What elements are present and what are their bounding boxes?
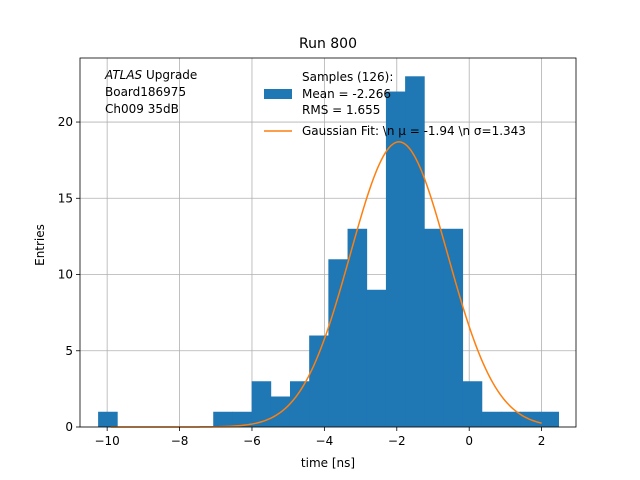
annotation-line-2: Board186975 [105, 85, 186, 99]
histogram-bar [385, 91, 406, 427]
histogram-bar [462, 381, 483, 427]
histogram-bar [443, 228, 464, 427]
y-axis-label: Entries [33, 224, 47, 266]
histogram-bar [481, 411, 502, 427]
y-tick-label: 0 [65, 420, 73, 434]
x-tick-label: −6 [243, 434, 261, 448]
legend-fit-label: Gaussian Fit: \n μ = -1.94 \n σ=1.343 [302, 124, 526, 138]
histogram-bars [98, 76, 560, 428]
histogram-bar [289, 381, 310, 427]
x-tick-label: −10 [94, 434, 119, 448]
x-tick-label: 0 [465, 434, 473, 448]
annotation-line-1: ATLAS Upgrade [104, 68, 197, 82]
histogram-bar [366, 289, 387, 427]
legend-hist-line-2: Mean = -2.266 [302, 87, 391, 101]
x-tick-label: −4 [316, 434, 334, 448]
histogram-bar [424, 228, 444, 427]
y-tick-label: 10 [58, 268, 73, 282]
annotation-atlas: ATLAS [104, 68, 143, 82]
histogram-bar [539, 411, 560, 427]
histogram-bar [328, 259, 348, 427]
atlas-annotation: ATLAS Upgrade Board186975 Ch009 35dB [104, 68, 197, 116]
axes-frame [79, 57, 577, 428]
y-tick-label: 20 [58, 115, 73, 129]
x-tick-label: −2 [388, 434, 406, 448]
histogram-bar [98, 411, 118, 427]
legend-hist-line-3: RMS = 1.655 [302, 103, 380, 117]
histogram-bar [213, 411, 233, 427]
legend-hist-line-1: Samples (126): [302, 70, 393, 84]
histogram-bar [309, 335, 329, 427]
x-axis-label: time [ns] [301, 456, 355, 470]
annotation-upgrade: Upgrade [142, 68, 197, 82]
histogram-bar [251, 381, 272, 427]
legend: Samples (126): Mean = -2.266 RMS = 1.655… [264, 70, 526, 138]
y-tick-label: 5 [65, 344, 73, 358]
histogram-bar [405, 76, 425, 428]
x-tick-label: −8 [171, 434, 189, 448]
y-tick-label: 15 [58, 191, 73, 205]
histogram-bar [501, 411, 521, 427]
histogram-bar [347, 228, 368, 427]
annotation-line-3: Ch009 35dB [105, 102, 179, 116]
histogram-bar [232, 411, 253, 427]
chart-title: Run 800 [299, 36, 357, 52]
x-tick-label: 2 [538, 434, 546, 448]
legend-hist-swatch [264, 89, 292, 99]
